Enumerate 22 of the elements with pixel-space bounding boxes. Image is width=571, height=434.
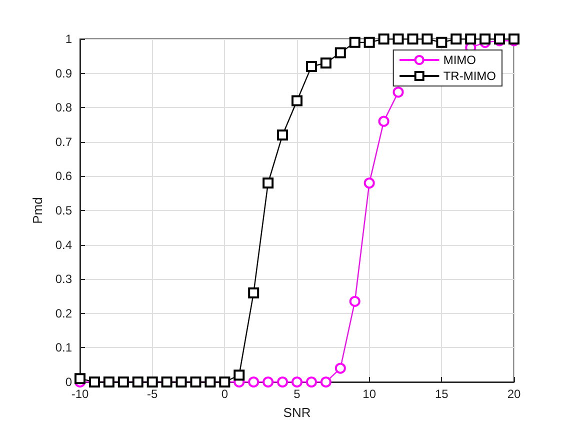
y-tick-label: 0.1 xyxy=(55,340,72,355)
y-tick-label: 0.2 xyxy=(55,306,72,320)
x-tick-label: 20 xyxy=(507,387,521,401)
x-tick-label: 5 xyxy=(294,387,301,401)
x-tick-label: -10 xyxy=(71,387,89,401)
x-tick-label: 0 xyxy=(221,387,228,401)
legend-label: MIMO xyxy=(443,53,476,67)
y-tick-label: 1 xyxy=(65,32,72,46)
x-axis-title: SNR xyxy=(283,405,311,420)
y-tick-label: 0.6 xyxy=(55,169,72,184)
y-tick-label: 0.5 xyxy=(55,204,72,218)
y-tick-label: 0.7 xyxy=(55,134,72,149)
x-tick-label: 15 xyxy=(434,387,449,401)
x-tick-label: -5 xyxy=(146,387,158,401)
x-tick-label: 10 xyxy=(362,387,376,401)
y-axis-title: Pmd xyxy=(30,197,45,224)
y-tick-label: 0.8 xyxy=(55,100,72,115)
y-tick-label: 0 xyxy=(65,375,72,389)
y-tick-label: 0.4 xyxy=(55,238,72,252)
y-tick-label: 0.9 xyxy=(55,66,72,80)
y-tick-label: 0.3 xyxy=(55,272,72,286)
legend-label: TR-MIMO xyxy=(443,69,496,83)
